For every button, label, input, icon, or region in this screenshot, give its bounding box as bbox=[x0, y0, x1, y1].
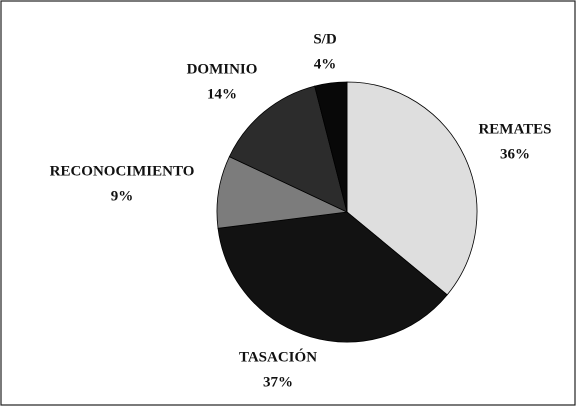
slice-label: DOMINIO bbox=[187, 61, 258, 77]
pie-slice bbox=[228, 85, 348, 213]
slice-label: REMATES bbox=[478, 121, 551, 137]
pie-slice bbox=[314, 81, 348, 213]
pie-slice bbox=[217, 211, 448, 343]
slice-value-label: 14% bbox=[207, 86, 237, 102]
slice-value-label: 9% bbox=[111, 188, 134, 204]
slice-value-label: 37% bbox=[263, 374, 293, 390]
slice-label: TASACIÓN bbox=[239, 348, 317, 365]
slice-label: RECONOCIMIENTO bbox=[50, 163, 195, 179]
pie-slice bbox=[346, 81, 478, 296]
slice-value-label: 36% bbox=[500, 146, 530, 162]
slice-label: S/D bbox=[313, 31, 337, 47]
slice-value-label: 4% bbox=[314, 56, 337, 72]
